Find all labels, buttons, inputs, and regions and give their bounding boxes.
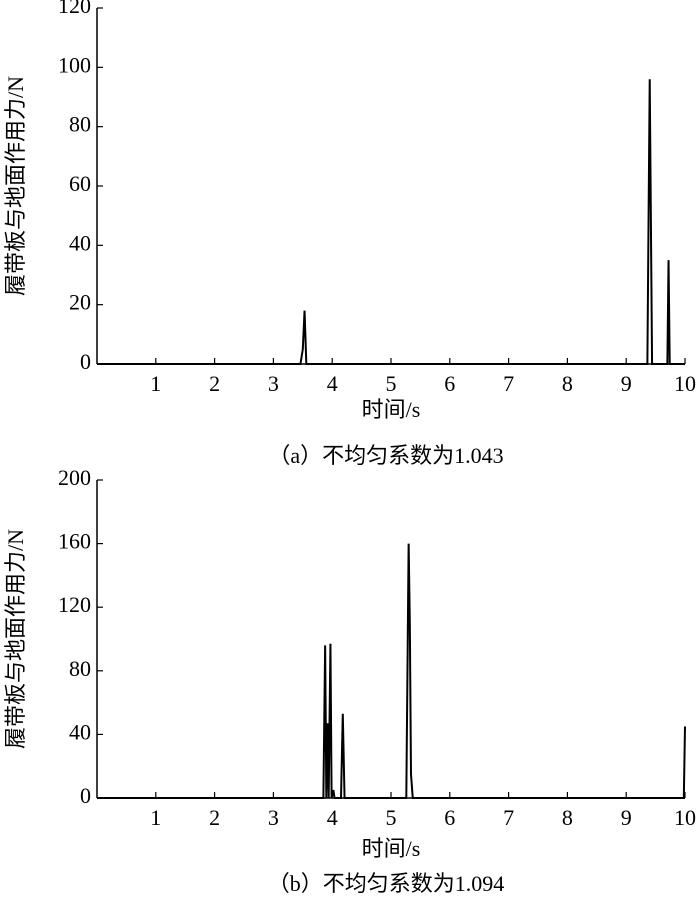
y-tick-label: 80 bbox=[69, 112, 91, 137]
x-tick-label: 1 bbox=[150, 805, 161, 830]
x-tick-label: 2 bbox=[209, 371, 220, 396]
x-tick-label: 3 bbox=[268, 805, 279, 830]
y-tick-label: 100 bbox=[58, 52, 91, 77]
caption: （b）不均匀系数为1.094 bbox=[268, 871, 505, 896]
x-tick-label: 10 bbox=[674, 371, 696, 396]
y-tick-label: 0 bbox=[80, 783, 91, 808]
x-tick-label: 6 bbox=[444, 371, 455, 396]
y-tick-label: 160 bbox=[58, 529, 91, 554]
x-tick-label: 10 bbox=[674, 805, 696, 830]
x-axis-label: 时间/s bbox=[362, 397, 421, 422]
y-tick-label: 120 bbox=[58, 592, 91, 617]
y-tick-label: 200 bbox=[58, 465, 91, 490]
x-tick-label: 2 bbox=[209, 805, 220, 830]
x-tick-label: 9 bbox=[621, 371, 632, 396]
y-tick-label: 20 bbox=[69, 290, 91, 315]
y-axis-label: 履带板与地面作用力/N bbox=[3, 529, 28, 749]
x-axis-label: 时间/s bbox=[362, 836, 421, 861]
data-line bbox=[97, 543, 686, 799]
x-tick-label: 7 bbox=[503, 805, 514, 830]
x-tick-label: 4 bbox=[327, 805, 338, 830]
data-line bbox=[97, 79, 685, 365]
x-tick-label: 1 bbox=[150, 371, 161, 396]
y-tick-label: 120 bbox=[58, 0, 91, 18]
x-tick-label: 4 bbox=[327, 371, 338, 396]
y-tick-label: 80 bbox=[69, 656, 91, 681]
y-tick-label: 60 bbox=[69, 171, 91, 196]
x-tick-label: 8 bbox=[562, 805, 573, 830]
x-tick-label: 9 bbox=[621, 805, 632, 830]
x-tick-label: 5 bbox=[386, 371, 397, 396]
x-tick-label: 5 bbox=[386, 805, 397, 830]
y-axis-label: 履带板与地面作用力/N bbox=[3, 76, 28, 296]
y-tick-label: 0 bbox=[80, 349, 91, 374]
x-tick-label: 8 bbox=[562, 371, 573, 396]
x-tick-label: 6 bbox=[444, 805, 455, 830]
y-tick-label: 40 bbox=[69, 230, 91, 255]
x-tick-label: 3 bbox=[268, 371, 279, 396]
caption: （a）不均匀系数为1.043 bbox=[268, 443, 503, 468]
y-tick-label: 40 bbox=[69, 719, 91, 744]
x-tick-label: 7 bbox=[503, 371, 514, 396]
